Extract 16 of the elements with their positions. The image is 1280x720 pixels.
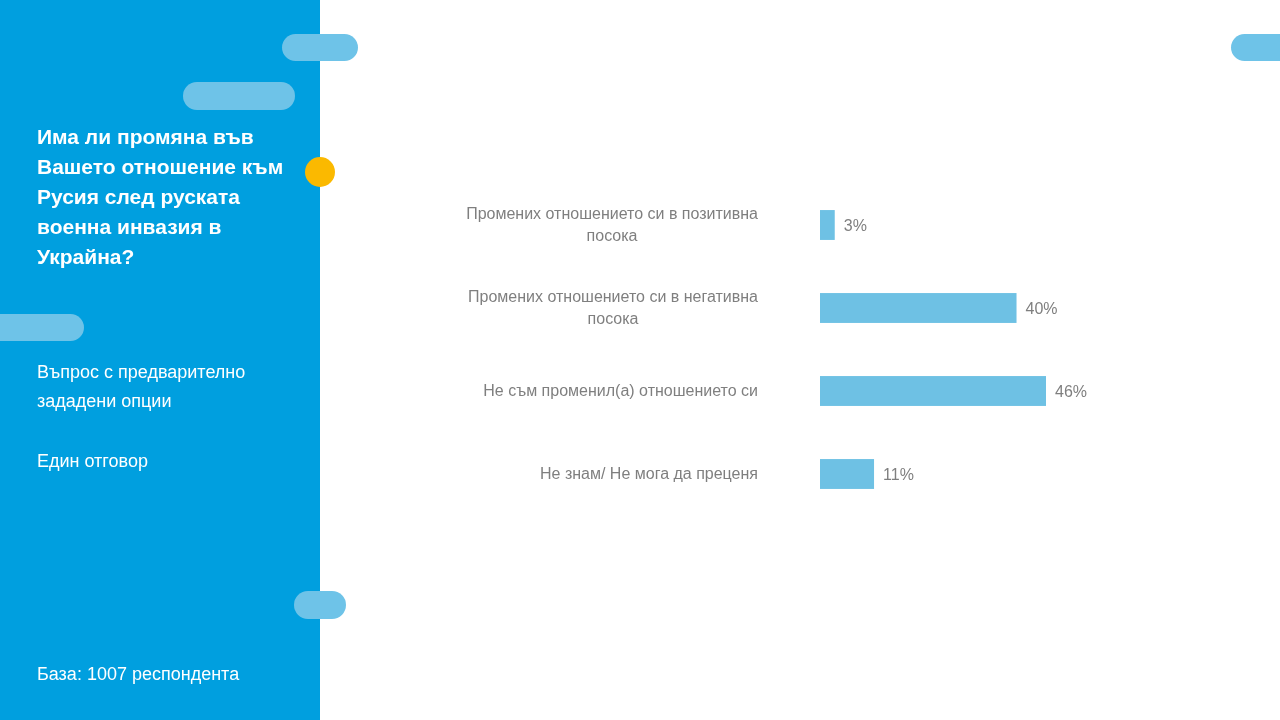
- text: Един отговор: [37, 451, 148, 471]
- bar: [820, 459, 875, 489]
- y-tick-label: Не знам/ Не мога да преценя: [539, 465, 758, 482]
- bar: [820, 376, 1046, 406]
- text: База: 1007 респондента: [37, 664, 241, 684]
- y-tick-label: Не съм променил(а) отношението си: [483, 382, 758, 399]
- data-label: 46%: [1055, 383, 1088, 400]
- y-tick-label: Промених отношението си в позитивна посока: [466, 205, 759, 244]
- data-label: 40%: [1025, 300, 1058, 317]
- text: Има ли промяна във Вашето отношение към Русия след руската военна инвазия в Украйна?: [37, 125, 284, 268]
- data-label: 11%: [883, 466, 914, 483]
- text: Въпрос с предварително зададени опции: [37, 362, 246, 411]
- bar: [820, 293, 1017, 323]
- y-tick-label: Промених отношението си в негативна посока: [468, 288, 759, 327]
- data-label: 3%: [843, 217, 867, 234]
- bar: [820, 210, 835, 240]
